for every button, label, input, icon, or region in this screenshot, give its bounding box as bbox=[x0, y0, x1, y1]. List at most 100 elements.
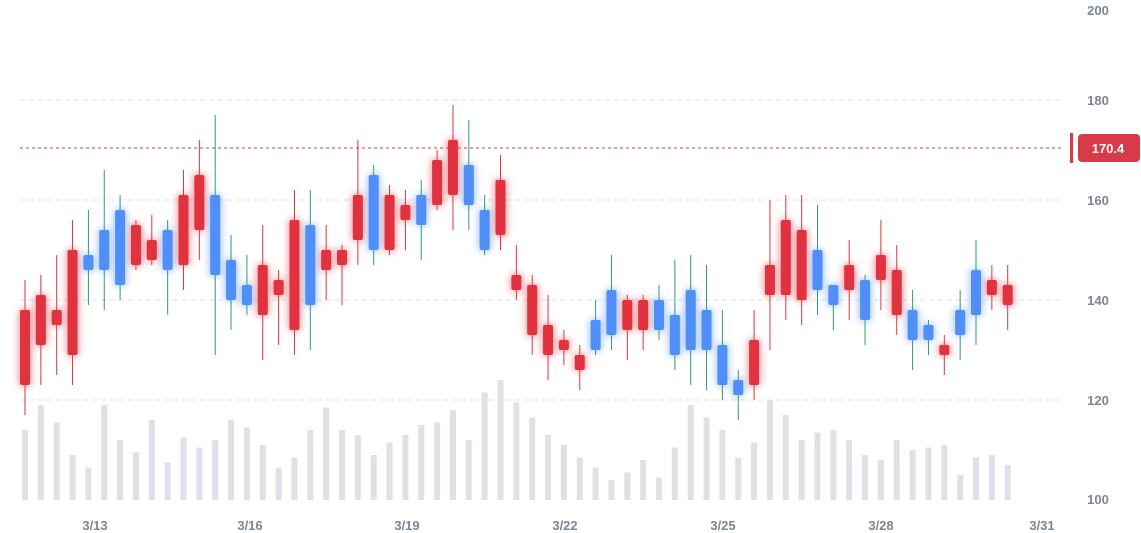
volume-bar bbox=[1004, 465, 1011, 500]
volume-bar bbox=[148, 420, 155, 500]
volume-bar bbox=[830, 430, 837, 500]
volume-bar bbox=[957, 475, 964, 500]
candle-body bbox=[178, 195, 189, 265]
candle-body bbox=[447, 140, 458, 195]
x-tick-label: 3/25 bbox=[710, 518, 735, 533]
candle-body bbox=[669, 315, 680, 355]
candle-body bbox=[622, 300, 633, 330]
candle-body bbox=[543, 325, 554, 355]
candle-body bbox=[35, 295, 46, 345]
candle-body bbox=[241, 285, 252, 305]
x-tick-label: 3/22 bbox=[552, 518, 577, 533]
candle-body bbox=[875, 255, 886, 280]
y-tick-label: 140 bbox=[1087, 293, 1109, 308]
candle-body bbox=[701, 310, 712, 350]
y-tick-label: 160 bbox=[1087, 193, 1109, 208]
volume-bar bbox=[513, 402, 520, 500]
candle-body bbox=[733, 380, 744, 395]
volume-bar bbox=[656, 477, 662, 500]
volume-bar bbox=[212, 440, 219, 500]
candle-body bbox=[99, 230, 110, 270]
volume-bar bbox=[307, 430, 314, 500]
volume-bar bbox=[687, 405, 694, 500]
volume-bar bbox=[529, 417, 536, 500]
candle-body bbox=[717, 345, 728, 385]
candle-body bbox=[115, 210, 126, 285]
current-price-layer: 170.4 bbox=[20, 133, 1140, 163]
candle-body bbox=[194, 175, 205, 230]
candle-body bbox=[368, 175, 379, 250]
candle-body bbox=[574, 355, 585, 370]
volume-bar bbox=[465, 440, 472, 500]
volume-bar bbox=[180, 437, 187, 500]
candle-body bbox=[749, 340, 760, 385]
candle-body bbox=[764, 265, 775, 295]
candle-body bbox=[1002, 285, 1013, 305]
candle-body bbox=[955, 310, 966, 335]
volume-bar bbox=[69, 455, 76, 500]
volume-bar bbox=[640, 460, 647, 500]
volume-bar bbox=[877, 460, 884, 500]
y-axis: 200 180 160 140 120 100 bbox=[1087, 3, 1109, 507]
y-tick-label: 180 bbox=[1087, 93, 1109, 108]
x-tick-label: 3/31 bbox=[1029, 518, 1054, 533]
candle-body bbox=[130, 225, 141, 265]
grid-layer bbox=[20, 99, 1060, 401]
volume-bar bbox=[735, 457, 742, 500]
volume-bar bbox=[624, 472, 631, 500]
candle-body bbox=[495, 180, 506, 235]
candle-body bbox=[606, 290, 617, 335]
candle-body bbox=[432, 160, 443, 205]
volume-bar bbox=[275, 467, 282, 500]
volume-bar bbox=[37, 405, 44, 500]
candle-body bbox=[384, 195, 395, 250]
volume-bar bbox=[259, 445, 266, 500]
candle-body bbox=[939, 345, 950, 355]
volume-bar bbox=[846, 440, 853, 500]
volume-bar bbox=[893, 440, 900, 500]
x-tick-label: 3/16 bbox=[237, 518, 262, 533]
volume-bar bbox=[132, 452, 139, 500]
candle-body bbox=[971, 270, 981, 315]
candle-body bbox=[986, 280, 997, 295]
candle-body bbox=[210, 195, 221, 275]
candle-body bbox=[226, 260, 237, 300]
volume-bar bbox=[22, 430, 28, 500]
candle-body bbox=[51, 310, 62, 325]
volume-bar bbox=[925, 447, 932, 500]
candle-body bbox=[527, 285, 538, 335]
volume-bar bbox=[719, 430, 726, 500]
volume-bar bbox=[481, 392, 488, 500]
candle-body bbox=[416, 195, 427, 225]
candle-body bbox=[162, 230, 173, 270]
candle-body bbox=[463, 165, 474, 205]
volume-bar bbox=[370, 455, 377, 500]
x-tick-label: 3/19 bbox=[394, 518, 419, 533]
volume-bar bbox=[434, 422, 441, 500]
current-price-label: 170.4 bbox=[1092, 141, 1125, 156]
volume-bar bbox=[545, 435, 552, 500]
candle-body bbox=[590, 320, 601, 350]
y-tick-label: 200 bbox=[1087, 3, 1109, 18]
candle-body bbox=[907, 310, 918, 340]
candle-body bbox=[400, 205, 411, 220]
candle-body bbox=[20, 310, 30, 385]
volume-bar bbox=[576, 457, 583, 500]
candle-body bbox=[337, 250, 347, 265]
volume-bar bbox=[418, 425, 425, 500]
candle-body bbox=[796, 230, 807, 300]
volume-bar bbox=[941, 445, 948, 500]
volume-bar bbox=[101, 405, 108, 500]
volume-bar bbox=[339, 430, 345, 500]
volume-bar bbox=[497, 380, 504, 500]
volume-bar bbox=[228, 420, 235, 500]
volume-bar bbox=[592, 467, 599, 500]
candle-body bbox=[321, 250, 332, 270]
volume-bar bbox=[608, 480, 615, 500]
volume-bar bbox=[973, 457, 979, 500]
volume-bar bbox=[85, 467, 92, 500]
volume-bar bbox=[862, 455, 869, 500]
volume-bar bbox=[449, 410, 456, 500]
